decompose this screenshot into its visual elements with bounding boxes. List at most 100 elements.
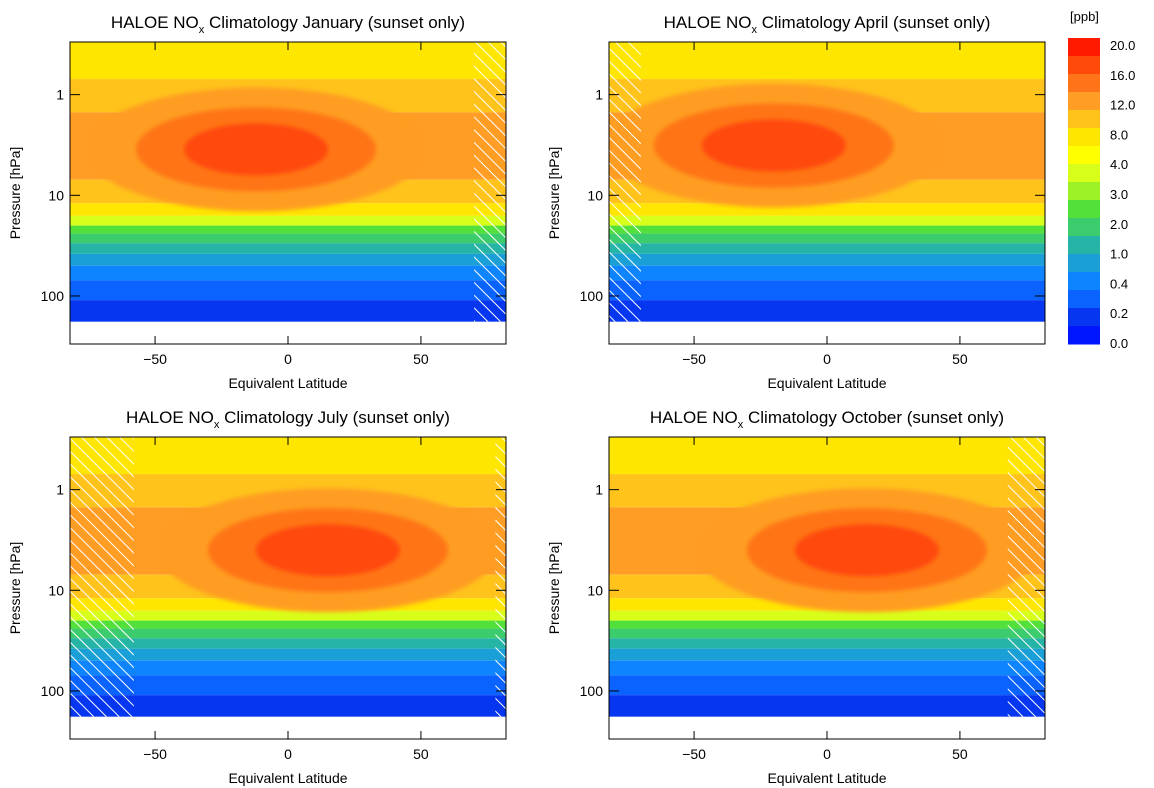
chart-panel-1: HALOE NOx Climatology January (sunset on… [7, 13, 507, 391]
colorbar-unit: [ppb] [1070, 9, 1099, 24]
x-tick-label: 0 [284, 746, 292, 762]
colorbar-level-label: 3.0 [1110, 187, 1128, 202]
x-axis-label: Equivalent Latitude [767, 375, 886, 391]
peak-contour [184, 123, 329, 176]
colorbar-level-label: 1.0 [1110, 247, 1128, 262]
y-axis-label: Pressure [hPa] [7, 147, 23, 240]
field-band [70, 225, 506, 234]
x-axis-label: Equivalent Latitude [767, 770, 886, 786]
x-tick-label: 0 [823, 351, 831, 367]
field-band [70, 638, 506, 649]
hatched-no-data [495, 437, 506, 717]
field-band [70, 628, 506, 639]
y-tick-label: 100 [580, 683, 604, 699]
chart-panel-4: HALOE NOx Climatology October (sunset on… [546, 408, 1046, 786]
colorbar-swatch [1068, 236, 1100, 255]
field-band [70, 265, 506, 281]
colorbar-swatch [1068, 128, 1100, 147]
x-tick-label: 50 [952, 351, 968, 367]
x-tick-label: −50 [682, 746, 706, 762]
field-layer [609, 437, 1045, 739]
field-band [609, 628, 1045, 639]
y-tick-label: 10 [48, 187, 64, 203]
colorbar-swatch [1068, 56, 1100, 75]
colorbar-level-label: 0.0 [1110, 336, 1128, 351]
chart-panel-3: HALOE NOx Climatology July (sunset only)… [7, 408, 507, 786]
colorbar-swatch [1068, 74, 1100, 93]
colorbar-swatch [1068, 164, 1100, 183]
panel-title: HALOE NOx Climatology July (sunset only) [126, 408, 450, 431]
field-band [70, 243, 506, 254]
y-tick-label: 100 [41, 683, 65, 699]
field-band [70, 215, 506, 226]
field-band [70, 280, 506, 301]
field-band [609, 215, 1045, 226]
field-band [70, 675, 506, 696]
colorbar-swatch [1068, 92, 1100, 111]
panel-title: HALOE NOx Climatology April (sunset only… [664, 13, 991, 36]
colorbar-swatch [1068, 272, 1100, 291]
x-tick-label: 0 [823, 746, 831, 762]
field-band [609, 233, 1045, 244]
y-tick-label: 10 [48, 582, 64, 598]
field-band [609, 203, 1045, 216]
missing-data-region [70, 321, 506, 344]
field-band [609, 675, 1045, 696]
colorbar-level-label: 4.0 [1110, 157, 1128, 172]
x-tick-label: −50 [682, 351, 706, 367]
hatched-no-data [1007, 437, 1045, 717]
colorbar-swatch [1068, 146, 1100, 165]
colorbar-swatch [1068, 290, 1100, 309]
missing-data-region [609, 321, 1045, 344]
x-tick-label: 0 [284, 351, 292, 367]
missing-data-region [609, 716, 1045, 739]
missing-data-region [70, 716, 506, 739]
peak-contour [255, 524, 400, 577]
y-tick-label: 100 [580, 288, 604, 304]
x-axis-label: Equivalent Latitude [228, 770, 347, 786]
y-tick-label: 1 [595, 87, 603, 103]
field-band [609, 638, 1045, 649]
hatched-no-data [70, 437, 134, 717]
x-tick-label: 50 [413, 351, 429, 367]
colorbar-swatch [1068, 326, 1100, 345]
y-tick-label: 1 [595, 482, 603, 498]
field-layer [609, 42, 1045, 344]
peak-contour [794, 524, 939, 577]
y-tick-label: 100 [41, 288, 65, 304]
peak-contour [701, 119, 846, 172]
field-band [609, 610, 1045, 621]
field-band [609, 243, 1045, 254]
field-layer [70, 42, 506, 344]
colorbar-level-label: 16.0 [1110, 68, 1135, 83]
field-band [609, 648, 1045, 661]
field-band [609, 620, 1045, 629]
colorbar-level-label: 0.2 [1110, 306, 1128, 321]
field-band [70, 610, 506, 621]
colorbar-swatch [1068, 218, 1100, 237]
colorbar: [ppb] 20.0 16.0 12.0 8.0 4.0 3.0 2.0 1.0 0.4 0.2 0… [1068, 9, 1135, 351]
x-axis-label: Equivalent Latitude [228, 375, 347, 391]
field-band [70, 620, 506, 629]
colorbar-level-label: 12.0 [1110, 98, 1135, 113]
field-band [609, 265, 1045, 281]
x-tick-label: −50 [143, 746, 167, 762]
y-tick-label: 10 [587, 187, 603, 203]
colorbar-level-label: 0.4 [1110, 276, 1128, 291]
y-tick-label: 1 [56, 87, 64, 103]
colorbar-swatch [1068, 308, 1100, 327]
field-band [70, 233, 506, 244]
colorbar-swatch [1068, 200, 1100, 219]
field-band [70, 648, 506, 661]
y-axis-label: Pressure [hPa] [546, 542, 562, 635]
colorbar-swatch [1068, 38, 1100, 57]
hatched-no-data [609, 42, 641, 322]
chart-panel-2: HALOE NOx Climatology April (sunset only… [546, 13, 1046, 391]
colorbar-level-label: 8.0 [1110, 127, 1128, 142]
colorbar-swatch [1068, 110, 1100, 129]
panel-title: HALOE NOx Climatology October (sunset on… [650, 408, 1004, 431]
field-band [609, 253, 1045, 266]
hatched-no-data [474, 42, 506, 322]
x-tick-label: 50 [413, 746, 429, 762]
